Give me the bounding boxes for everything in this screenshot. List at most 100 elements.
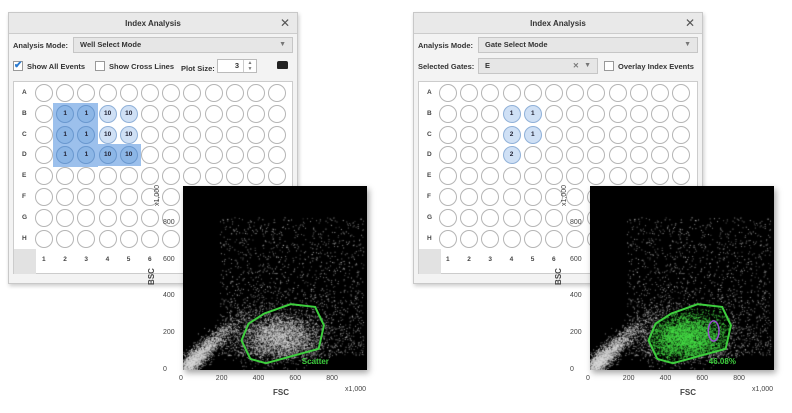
well-E4[interactable] — [502, 167, 521, 186]
well-D11[interactable] — [247, 146, 265, 165]
well-A4[interactable] — [98, 84, 117, 102]
well-D8[interactable] — [587, 146, 606, 165]
subgate-ellipse[interactable] — [707, 320, 720, 342]
well-G6[interactable] — [545, 208, 563, 227]
well-C6[interactable] — [141, 125, 159, 144]
well-E1[interactable] — [35, 167, 53, 186]
well-E6[interactable] — [141, 167, 159, 186]
well-A10[interactable] — [629, 84, 648, 102]
well-H5[interactable] — [523, 229, 542, 248]
well-F5[interactable] — [119, 188, 138, 206]
well-B2[interactable]: 1 — [56, 104, 75, 123]
well-H1[interactable] — [439, 229, 457, 248]
well-H4[interactable] — [98, 229, 117, 248]
well-C12[interactable] — [672, 125, 691, 144]
well-C1[interactable] — [35, 125, 53, 144]
well-E7[interactable] — [566, 167, 585, 186]
well-E10[interactable] — [225, 167, 244, 186]
well-H3[interactable] — [77, 229, 96, 248]
well-A1[interactable] — [35, 84, 53, 102]
well-C5[interactable]: 1 — [523, 125, 542, 144]
well-D1[interactable] — [35, 146, 53, 165]
well-D6[interactable] — [141, 146, 159, 165]
show-cross-lines-checkbox[interactable]: Show Cross Lines — [95, 61, 174, 72]
analysis-mode-dropdown[interactable]: Well Select Mode ▼ — [73, 37, 293, 53]
well-F5[interactable] — [523, 188, 542, 206]
well-D1[interactable] — [439, 146, 457, 165]
well-A11[interactable] — [651, 84, 669, 102]
well-B2[interactable] — [460, 104, 479, 123]
well-A3[interactable] — [77, 84, 96, 102]
well-H1[interactable] — [35, 229, 53, 248]
well-C2[interactable] — [460, 125, 479, 144]
well-B5[interactable]: 1 — [523, 104, 542, 123]
well-D12[interactable] — [672, 146, 691, 165]
well-G7[interactable] — [162, 208, 181, 227]
well-H6[interactable] — [141, 229, 159, 248]
well-C4[interactable]: 2 — [502, 125, 521, 144]
well-B4[interactable]: 1 — [502, 104, 521, 123]
well-C9[interactable] — [204, 125, 223, 144]
well-E7[interactable] — [162, 167, 181, 186]
well-E9[interactable] — [608, 167, 627, 186]
well-F2[interactable] — [56, 188, 75, 206]
well-E4[interactable] — [98, 167, 117, 186]
analysis-mode-dropdown[interactable]: Gate Select Mode ▼ — [478, 37, 698, 53]
well-F2[interactable] — [460, 188, 479, 206]
well-E12[interactable] — [268, 167, 287, 186]
well-D10[interactable] — [629, 146, 648, 165]
well-C4[interactable]: 10 — [98, 125, 117, 144]
well-C7[interactable] — [162, 125, 181, 144]
well-B3[interactable] — [481, 104, 500, 123]
well-C10[interactable] — [629, 125, 648, 144]
well-D12[interactable] — [268, 146, 287, 165]
well-A5[interactable] — [523, 84, 542, 102]
well-B8[interactable] — [183, 104, 202, 123]
well-F3[interactable] — [481, 188, 500, 206]
well-E8[interactable] — [587, 167, 606, 186]
well-D4[interactable]: 2 — [502, 146, 521, 165]
well-C8[interactable] — [183, 125, 202, 144]
close-icon[interactable]: ✕ — [684, 16, 695, 30]
well-B4[interactable]: 10 — [98, 104, 117, 123]
well-D3[interactable]: 1 — [77, 146, 96, 165]
well-E12[interactable] — [672, 167, 691, 186]
overlay-index-events-checkbox[interactable]: Overlay Index Events — [604, 61, 694, 72]
well-B3[interactable]: 1 — [77, 104, 96, 123]
well-E5[interactable] — [523, 167, 542, 186]
well-D9[interactable] — [204, 146, 223, 165]
well-C11[interactable] — [247, 125, 265, 144]
well-A12[interactable] — [672, 84, 691, 102]
well-F1[interactable] — [35, 188, 53, 206]
well-A11[interactable] — [247, 84, 265, 102]
well-B5[interactable]: 10 — [119, 104, 138, 123]
well-A6[interactable] — [141, 84, 159, 102]
well-D7[interactable] — [162, 146, 181, 165]
well-F6[interactable] — [545, 188, 563, 206]
well-C1[interactable] — [439, 125, 457, 144]
well-A7[interactable] — [566, 84, 585, 102]
toolbox-icon[interactable] — [277, 61, 288, 69]
show-all-events-checkbox[interactable]: ✔ Show All Events — [13, 61, 85, 72]
well-E3[interactable] — [77, 167, 96, 186]
well-A9[interactable] — [204, 84, 223, 102]
well-C11[interactable] — [651, 125, 669, 144]
well-G4[interactable] — [98, 208, 117, 227]
well-F7[interactable] — [566, 188, 585, 206]
well-C5[interactable]: 10 — [119, 125, 138, 144]
well-G1[interactable] — [35, 208, 53, 227]
well-G5[interactable] — [119, 208, 138, 227]
well-D7[interactable] — [566, 146, 585, 165]
well-H2[interactable] — [460, 229, 479, 248]
well-B1[interactable] — [35, 104, 53, 123]
well-E2[interactable] — [56, 167, 75, 186]
corner-resize-handle[interactable] — [14, 249, 36, 274]
well-E5[interactable] — [119, 167, 138, 186]
well-C7[interactable] — [566, 125, 585, 144]
well-E2[interactable] — [460, 167, 479, 186]
well-A8[interactable] — [183, 84, 202, 102]
well-E6[interactable] — [545, 167, 563, 186]
corner-resize-handle[interactable] — [419, 249, 441, 274]
well-C9[interactable] — [608, 125, 627, 144]
well-E1[interactable] — [439, 167, 457, 186]
